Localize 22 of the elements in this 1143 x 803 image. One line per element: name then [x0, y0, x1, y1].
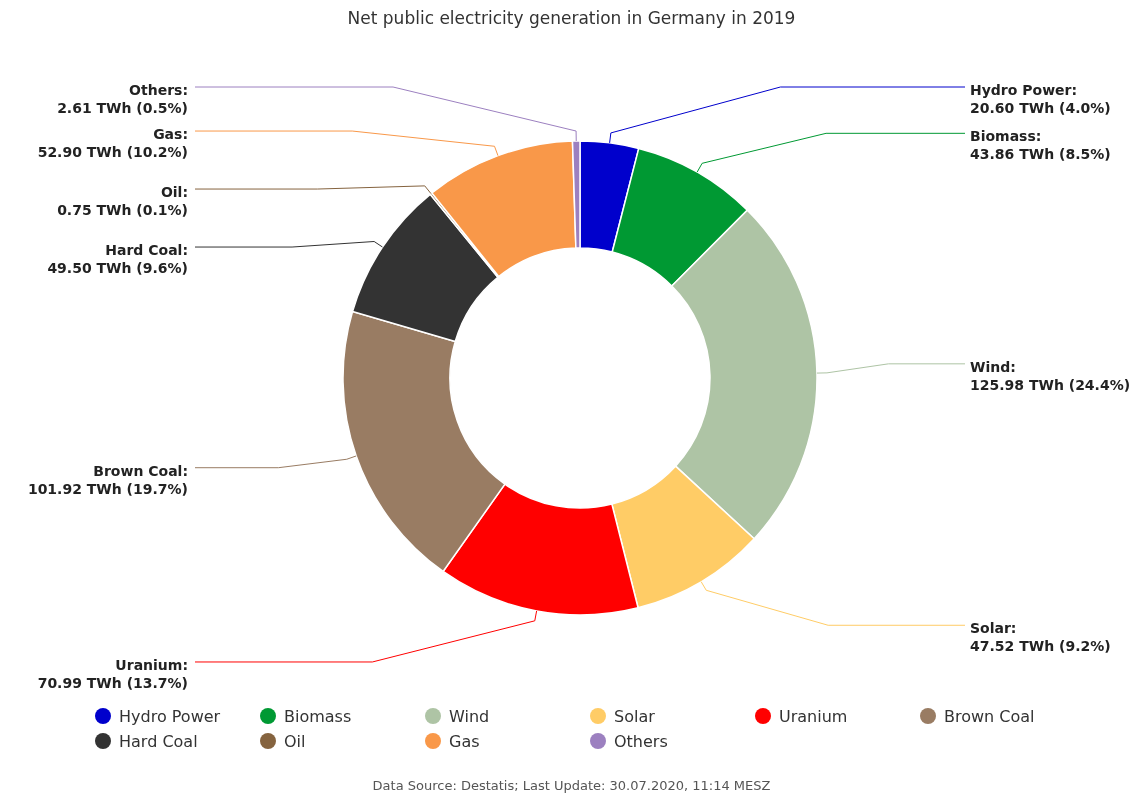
- legend-label: Solar: [614, 707, 656, 726]
- legend-label: Others: [614, 732, 668, 751]
- legend-label: Brown Coal: [944, 707, 1035, 726]
- data-label: Hydro Power: 20.60 TWh (4.0%): [970, 82, 1111, 116]
- data-label: Brown Coal: 101.92 TWh (19.7%): [27, 462, 188, 497]
- legend-label: Hard Coal: [119, 732, 198, 751]
- legend-label: Wind: [449, 707, 490, 726]
- data-label: Others: 2.61 TWh (0.5%): [57, 82, 188, 116]
- source-note: Data Source: Destatis; Last Update: 30.07.2020, 11:14 MESZ: [372, 778, 771, 793]
- data-label: Solar: 47.52 TWh (9.2%): [970, 620, 1111, 655]
- chart-title: Net public electricity generation in Germany in 2019: [347, 8, 796, 28]
- legend-label: Biomass: [284, 707, 352, 726]
- data-label: Hard Coal: 49.50 TWh (9.6%): [47, 242, 188, 277]
- legend-label: Hydro Power: [119, 707, 221, 726]
- data-label: Gas: 52.90 TWh (10.2%): [37, 126, 188, 161]
- data-label: Uranium: 70.99 TWh (13.7%): [37, 656, 188, 691]
- data-label: Biomass: 43.86 TWh (8.5%): [970, 128, 1111, 163]
- legend-label: Gas: [449, 732, 480, 751]
- data-label: Wind: 125.98 TWh (24.4%): [970, 358, 1131, 393]
- legend-label: Oil: [284, 732, 306, 751]
- data-label: Oil: 0.75 TWh (0.1%): [57, 184, 188, 219]
- legend-label: Uranium: [779, 707, 848, 726]
